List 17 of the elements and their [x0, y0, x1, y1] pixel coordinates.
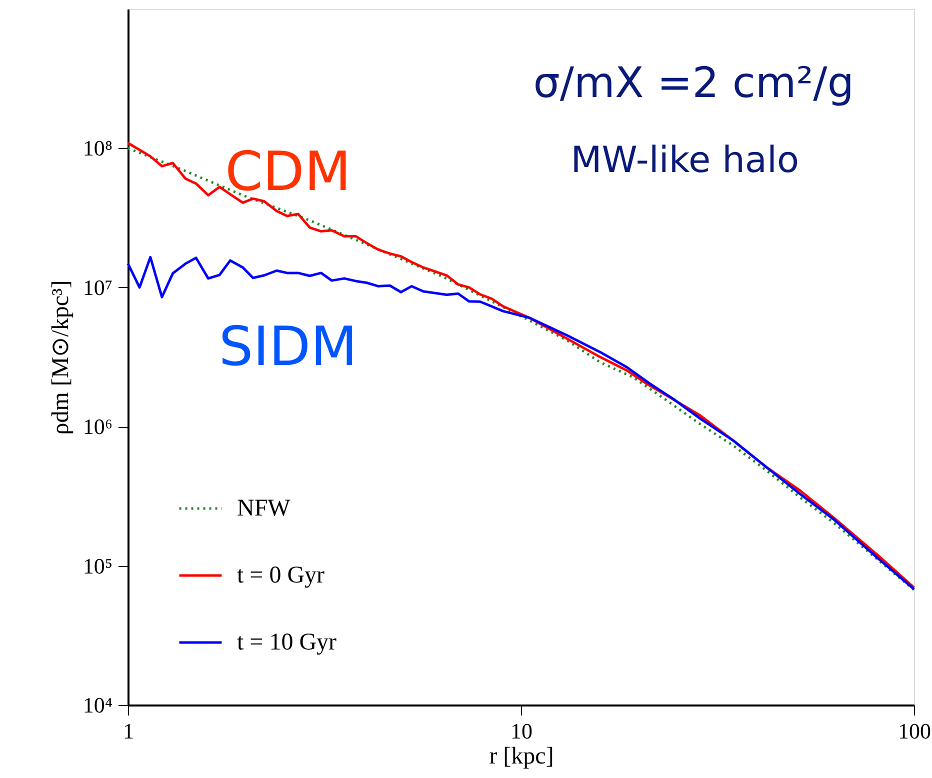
legend-label: t = 10 Gyr: [237, 630, 337, 656]
x-tick-label: 1: [123, 718, 134, 744]
annotation: CDM: [225, 140, 351, 203]
annotation: MW-like halo: [570, 140, 799, 181]
annotation: σ/mX =2 cm²/g: [533, 58, 854, 107]
y-tick-label: 10⁴: [82, 692, 113, 718]
legend-label: NFW: [237, 496, 291, 522]
annotation: SIDM: [218, 315, 358, 378]
x-axis-title: r [kpc]: [489, 744, 554, 770]
y-axis-title: ρdm [M⊙/kpc³]: [48, 280, 74, 435]
y-tick-label: 10⁵: [82, 553, 112, 578]
x-tick-label: 10: [510, 718, 532, 744]
x-tick-label: 100: [898, 718, 931, 744]
y-tick-label: 10⁸: [82, 136, 112, 161]
legend-label: t = 0 Gyr: [237, 562, 325, 588]
y-tick-label: 10⁷: [82, 274, 112, 300]
y-tick-label: 10⁶: [82, 414, 112, 440]
